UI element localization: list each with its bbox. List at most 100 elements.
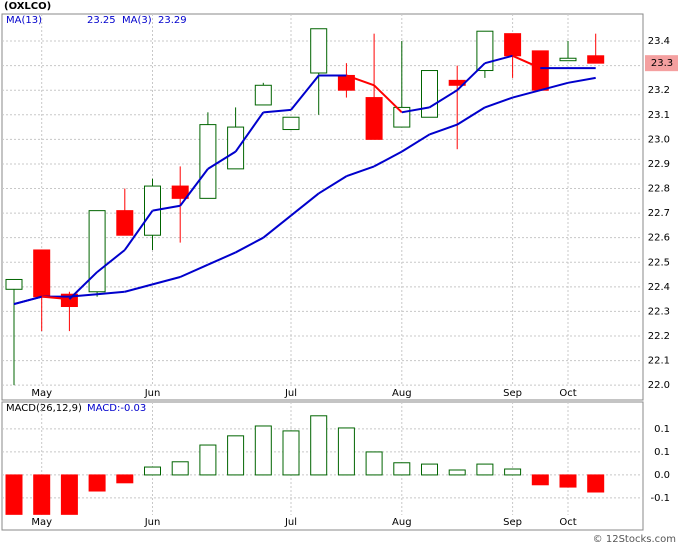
y-tick-label: 22.5 (648, 257, 670, 268)
x-tick-label: Oct (559, 388, 576, 399)
macd-bar (421, 463, 438, 476)
x-tick-label: Aug (392, 517, 412, 528)
y-tick-label: 22.1 (648, 356, 670, 367)
macd-bar (199, 444, 217, 476)
ma-line (207, 251, 237, 266)
y-tick-label: 22.4 (648, 282, 670, 293)
candle-body (88, 210, 106, 293)
x-tick-label: May (31, 517, 52, 528)
macd-bar (227, 435, 245, 476)
macd-bar (33, 474, 51, 515)
y-tick-label: 0.1 (654, 447, 670, 458)
ma-line (540, 81, 569, 92)
ma-line (401, 106, 430, 114)
macd-bar (310, 415, 328, 476)
ma-line (69, 293, 98, 298)
macd-bar (559, 474, 577, 488)
x-tick-label: Jul (284, 388, 297, 399)
ma-line (456, 106, 486, 126)
y-tick-label: 22.0 (648, 380, 670, 391)
macd-bar (476, 463, 494, 476)
x-tick-label: Aug (392, 388, 412, 399)
legend-label: MA(13) (6, 15, 42, 26)
macd-bar (254, 425, 272, 476)
x-tick-label: Jun (144, 388, 161, 399)
candle-body (227, 126, 245, 170)
candle-body (365, 97, 383, 140)
ma-line (346, 74, 375, 87)
y-tick-label: 0.1 (654, 424, 670, 435)
ma-line (484, 96, 513, 109)
ticker: (OXLCO) (4, 1, 51, 12)
y-tick-label: 22.9 (648, 159, 670, 170)
y-tick-label: 23.2 (648, 85, 670, 96)
ma-line (68, 271, 98, 300)
legend-value: 23.29 (158, 15, 187, 26)
candle-body (171, 185, 189, 199)
ma-line (152, 276, 181, 286)
ma-line (373, 150, 403, 168)
ma-line (124, 283, 153, 293)
ma-line (290, 74, 320, 111)
ma-line (401, 133, 431, 153)
ma-line (512, 89, 541, 99)
candle-body (310, 28, 328, 74)
macd-bar (88, 474, 106, 492)
ma-line (97, 290, 125, 296)
y-tick-label: 23.0 (648, 134, 670, 145)
candle-body (504, 33, 522, 57)
ma-line (567, 76, 596, 84)
ma-line (512, 54, 541, 69)
legend-label: MA(3) (122, 15, 152, 26)
macd-bar (116, 474, 134, 484)
macd-bar (337, 427, 355, 476)
ma-line (263, 108, 292, 114)
y-tick-label: 22.6 (648, 233, 670, 244)
ma-line (484, 54, 513, 65)
macd-bar (5, 474, 23, 515)
y-tick-label: 22.3 (648, 306, 670, 317)
y-tick-label: 22.7 (648, 208, 670, 219)
legend-value: 23.25 (87, 15, 116, 26)
candle-body (559, 57, 577, 62)
ma-line (179, 263, 209, 278)
candle-body (587, 55, 605, 64)
macd-bar (448, 469, 466, 476)
candle-body (5, 278, 23, 290)
y-tick-label: 0.0 (654, 470, 670, 481)
y-tick-label: -0.1 (650, 493, 670, 504)
ma-line (262, 214, 292, 239)
x-tick-label: Jun (144, 517, 161, 528)
macd-bar (393, 462, 411, 476)
y-tick-label: 23.1 (648, 110, 670, 121)
macd-bar (171, 461, 189, 476)
candle-body (254, 84, 272, 106)
candle-body (199, 124, 217, 199)
x-tick-label: May (31, 388, 52, 399)
ma-line (346, 165, 375, 178)
macd-title: MACD(26,12,9) (6, 403, 82, 414)
macd-bar (144, 466, 161, 476)
ma-line (13, 295, 42, 306)
ma-line (318, 175, 347, 195)
x-tick-label: Jul (284, 517, 297, 528)
ma-line (290, 192, 320, 217)
ma-line (96, 249, 126, 273)
y-tick-label: 22.8 (648, 184, 670, 195)
candle-body (116, 210, 134, 236)
y-tick-label: 23.4 (648, 36, 670, 47)
ma-line (207, 150, 237, 170)
ma-line (234, 111, 265, 153)
ma-line (235, 236, 264, 254)
macd-bar (60, 474, 78, 515)
candle-body (476, 30, 494, 72)
x-tick-label: Sep (503, 517, 522, 528)
x-tick-label: Sep (503, 388, 522, 399)
candle-body (282, 116, 300, 131)
price-tag-label: 23.3 (651, 58, 673, 69)
y-tick-label: 22.2 (648, 331, 670, 342)
ma-line (41, 295, 70, 301)
candle-body (531, 50, 549, 91)
ma-line (429, 123, 458, 136)
